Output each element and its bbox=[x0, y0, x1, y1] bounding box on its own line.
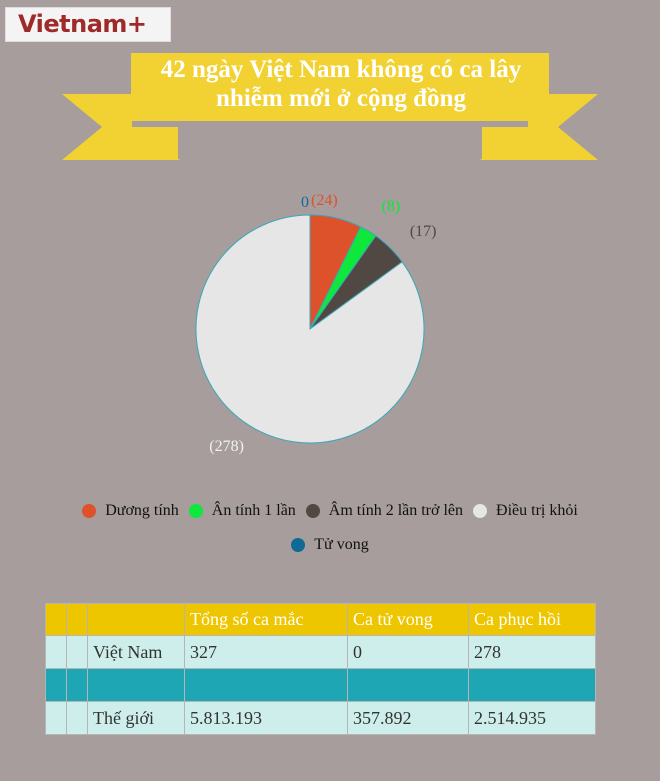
table-header-row: Tổng số ca mắc Ca tử vong Ca phục hồi bbox=[45, 603, 596, 636]
legend-dot-icon bbox=[188, 504, 203, 518]
header-total-cases: Tổng số ca mắc bbox=[184, 603, 348, 636]
stats-table: Tổng số ca mắc Ca tử vong Ca phục hồi Vi… bbox=[45, 603, 596, 735]
legend-item[interactable]: Ân tính 1 lần bbox=[188, 502, 296, 520]
legend-label: Dương tính bbox=[105, 502, 179, 519]
legend-label: Ân tính 1 lần bbox=[211, 502, 296, 519]
legend-item[interactable]: Tử vong bbox=[291, 536, 369, 554]
legend-dot-icon bbox=[305, 504, 320, 518]
legend-label: Âm tính 2 lần trở lên bbox=[328, 502, 464, 519]
banner-left-fold bbox=[115, 127, 178, 160]
page-title: 42 ngày Việt Nam không có ca lây nhiễm m… bbox=[160, 56, 522, 112]
vietnamplus-logo[interactable]: Vietnam+ bbox=[5, 7, 171, 42]
table-row: Thế giới 5.813.193 357.892 2.514.935 bbox=[45, 701, 596, 735]
banner-body bbox=[131, 53, 549, 121]
pie-label-1: (24) bbox=[311, 192, 338, 209]
table-separator-row bbox=[45, 668, 596, 702]
pie-label-2: (8) bbox=[382, 198, 401, 215]
legend-label: Tử vong bbox=[314, 536, 369, 553]
legend-dot-icon bbox=[291, 538, 306, 552]
header-recovered: Ca phục hồi bbox=[468, 603, 596, 636]
table-row: Việt Nam 327 0 278 bbox=[45, 635, 596, 669]
pie-label-4: (278) bbox=[209, 438, 244, 455]
header-deaths: Ca tử vong bbox=[347, 603, 469, 636]
pie-label-0: 0 bbox=[301, 194, 309, 211]
legend-dot-icon bbox=[82, 504, 97, 518]
banner-right-fold bbox=[482, 127, 545, 160]
chart-legend: Dương tính Ân tính 1 lần Âm tính 2 lần trở… bbox=[0, 494, 660, 562]
legend-item[interactable]: Điều trị khỏi bbox=[473, 502, 578, 520]
pie-chart: 0 (24) (8) (17) (278) bbox=[195, 192, 437, 455]
title-banner bbox=[62, 53, 598, 160]
pie-slice-4 bbox=[195, 214, 425, 444]
legend-item[interactable]: Âm tính 2 lần trở lên bbox=[305, 502, 464, 520]
pie-label-3: (17) bbox=[410, 223, 437, 240]
legend-label: Điều trị khỏi bbox=[496, 502, 578, 519]
legend-item[interactable]: Dương tính bbox=[82, 502, 179, 520]
legend-dot-icon bbox=[473, 504, 488, 518]
